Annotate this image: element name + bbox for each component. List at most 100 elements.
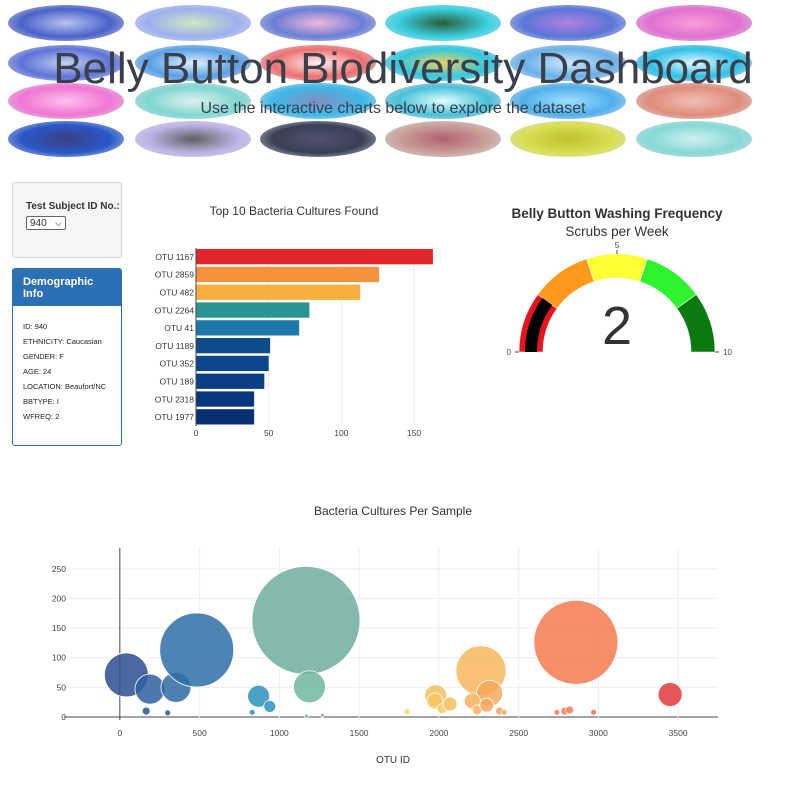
gauge-tick-label: 0 xyxy=(507,348,512,357)
bubble-point xyxy=(293,670,326,704)
bubble-x-tick-label: 1500 xyxy=(350,728,369,738)
bubble-point xyxy=(141,706,151,716)
bubble-y-tick-label: 200 xyxy=(52,593,66,603)
petri-dish-image xyxy=(135,5,251,41)
gauge-tick-label: 10 xyxy=(723,348,732,357)
bar xyxy=(196,302,310,318)
bubble-y-tick-label: 100 xyxy=(52,653,66,663)
petri-dish-image xyxy=(636,45,752,81)
petri-dish-image xyxy=(510,45,626,81)
petri-dish-image xyxy=(385,5,501,41)
bubble-point xyxy=(533,599,619,685)
bubble-point xyxy=(247,684,271,708)
bubble-x-axis-title: OTU ID xyxy=(376,755,410,766)
bar-x-tick-label: 100 xyxy=(334,428,348,438)
bubble-point xyxy=(479,697,495,713)
bar xyxy=(196,391,255,407)
bubble-chart[interactable]: Bacteria Cultures Per Sample 0 50 100 150 200… xyxy=(0,496,806,776)
gauge-value-bar xyxy=(525,297,553,352)
petri-dish-image xyxy=(510,83,626,119)
petri-dish-image xyxy=(135,121,251,157)
bubble-x-tick-label: 500 xyxy=(192,728,206,738)
petri-dish-image xyxy=(8,45,124,81)
bar xyxy=(196,355,269,372)
bubble-point xyxy=(134,673,166,705)
demographic-row: ETHNICITY: Caucasian xyxy=(23,337,102,346)
bar xyxy=(196,320,300,336)
header-banner: Belly Button Biodiversity Dashboard Use … xyxy=(0,0,806,160)
petri-dish-image xyxy=(135,83,251,119)
demographic-row: AGE: 24 xyxy=(23,367,52,376)
bubble-y-tick-label: 0 xyxy=(61,712,66,722)
bubble-y-tick-label: 150 xyxy=(52,623,66,633)
page-title: Belly Button Biodiversity Dashboard xyxy=(53,44,753,93)
demographic-row: WFREQ: 2 xyxy=(23,412,60,421)
bubble-point xyxy=(553,708,561,716)
petri-dish-image xyxy=(385,83,501,119)
bubble-x-tick-label: 3000 xyxy=(589,728,608,738)
bubble-point xyxy=(657,682,683,707)
top10-bar-chart[interactable]: Top 10 Bacteria Cultures Found 0 50 100 150 O… xyxy=(130,196,450,446)
subject-selector-label: Test Subject ID No.: xyxy=(26,201,120,212)
petri-dish-image xyxy=(260,121,376,157)
bar-y-tick-label: OTU 1977 xyxy=(155,412,194,422)
bar xyxy=(196,266,380,283)
demographic-info-title: Demographic Info xyxy=(13,269,121,306)
petri-dish-image xyxy=(8,83,124,119)
bubble-x-tick-label: 2000 xyxy=(429,728,448,738)
bar xyxy=(196,284,361,300)
bar-y-tick-label: OTU 1167 xyxy=(155,252,194,262)
bar xyxy=(196,338,271,354)
petri-dish-image xyxy=(260,5,376,41)
bar-y-tick-label: OTU 482 xyxy=(160,288,195,298)
bar xyxy=(196,409,255,425)
bar-y-tick-label: OTU 189 xyxy=(160,377,195,387)
petri-dish-image xyxy=(8,5,124,41)
demographic-row: GENDER: F xyxy=(23,352,64,361)
bar-x-tick-label: 150 xyxy=(407,428,421,438)
gauge-tick-label: 5 xyxy=(615,241,620,250)
bar-y-tick-label: OTU 1189 xyxy=(155,341,194,351)
demographic-row: BBTYPE: I xyxy=(23,397,59,406)
subject-id-value: 940 xyxy=(30,217,47,229)
petri-dish-image xyxy=(260,45,376,81)
bar-chart-title: Top 10 Bacteria Cultures Found xyxy=(210,204,379,218)
bubble-point xyxy=(320,712,325,718)
bar xyxy=(196,373,265,389)
bubble-x-tick-label: 0 xyxy=(117,728,122,738)
demographic-info-body: ID: 940 ETHNICITY: Caucasian GENDER: F A… xyxy=(13,306,121,421)
bubble-point xyxy=(251,565,361,675)
bubble-point xyxy=(500,708,508,716)
bar-y-tick-label: OTU 352 xyxy=(160,359,195,369)
bubble-y-tick-label: 50 xyxy=(57,682,67,692)
petri-dish-image xyxy=(510,5,626,41)
petri-dish-image xyxy=(385,45,501,81)
bar-y-tick-label: OTU 41 xyxy=(164,323,194,333)
bubble-point xyxy=(403,708,411,716)
bubble-point xyxy=(565,705,575,715)
bar-y-tick-label: OTU 2318 xyxy=(155,394,194,404)
bubble-x-tick-label: 3500 xyxy=(669,728,688,738)
bubble-point xyxy=(590,708,597,716)
bubble-point xyxy=(442,696,458,712)
demographic-row: LOCATION: Beaufort/NC xyxy=(23,382,107,391)
petri-dish-image xyxy=(636,83,752,119)
gauge-band xyxy=(676,293,716,353)
petri-dish-image xyxy=(636,5,752,41)
demographic-info-panel: Demographic Info ID: 940 ETHNICITY: Cauc… xyxy=(12,268,122,446)
petri-dish-image xyxy=(636,121,752,157)
bar-y-tick-label: OTU 2859 xyxy=(155,270,194,280)
bubble-x-tick-label: 1000 xyxy=(270,728,289,738)
petri-dish-image xyxy=(260,83,376,119)
bubble-point xyxy=(263,699,277,713)
gauge-band xyxy=(586,253,648,282)
bubble-point xyxy=(159,612,235,688)
page-subtitle: Use the interactive charts below to expl… xyxy=(200,100,586,117)
wash-frequency-gauge[interactable]: Belly Button Washing Frequency Scrubs per… xyxy=(480,198,760,368)
bubble-point xyxy=(304,713,309,719)
chevron-down-icon: ⌵ xyxy=(55,217,62,228)
subject-id-select[interactable]: 940 ⌵ xyxy=(26,216,66,230)
bubble-chart-title: Bacteria Cultures Per Sample xyxy=(314,504,472,518)
bar-y-tick-label: OTU 2264 xyxy=(155,305,194,315)
petri-dish-image xyxy=(510,121,626,157)
